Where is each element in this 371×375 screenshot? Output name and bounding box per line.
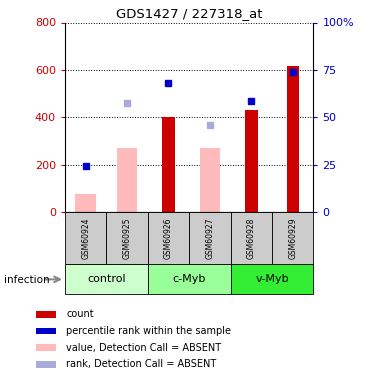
Bar <box>106 212 148 264</box>
Text: infection: infection <box>4 275 49 285</box>
Text: GSM60925: GSM60925 <box>122 217 132 259</box>
Bar <box>189 212 231 264</box>
Text: GSM60928: GSM60928 <box>247 217 256 259</box>
Text: value, Detection Call = ABSENT: value, Detection Call = ABSENT <box>66 343 221 352</box>
Text: count: count <box>66 309 94 320</box>
Text: control: control <box>87 274 126 284</box>
Text: c-Myb: c-Myb <box>173 274 206 284</box>
Bar <box>245 110 257 212</box>
Bar <box>65 264 148 294</box>
Bar <box>231 264 313 294</box>
Bar <box>117 148 137 212</box>
Text: GSM60927: GSM60927 <box>206 217 214 259</box>
Bar <box>148 212 189 264</box>
Bar <box>272 212 313 264</box>
Text: v-Myb: v-Myb <box>255 274 289 284</box>
Bar <box>36 361 56 368</box>
Title: GDS1427 / 227318_at: GDS1427 / 227318_at <box>116 7 262 20</box>
Text: GSM60929: GSM60929 <box>288 217 297 259</box>
Bar <box>148 264 231 294</box>
Bar <box>36 327 56 334</box>
Bar <box>231 212 272 264</box>
Bar <box>162 117 175 212</box>
Text: GSM60926: GSM60926 <box>164 217 173 259</box>
Text: percentile rank within the sample: percentile rank within the sample <box>66 326 232 336</box>
Bar <box>200 148 220 212</box>
Text: GSM60924: GSM60924 <box>81 217 90 259</box>
Bar <box>286 66 299 212</box>
Bar <box>36 344 56 351</box>
Bar <box>36 311 56 318</box>
Bar <box>75 194 96 212</box>
Text: rank, Detection Call = ABSENT: rank, Detection Call = ABSENT <box>66 359 217 369</box>
Bar <box>65 212 106 264</box>
